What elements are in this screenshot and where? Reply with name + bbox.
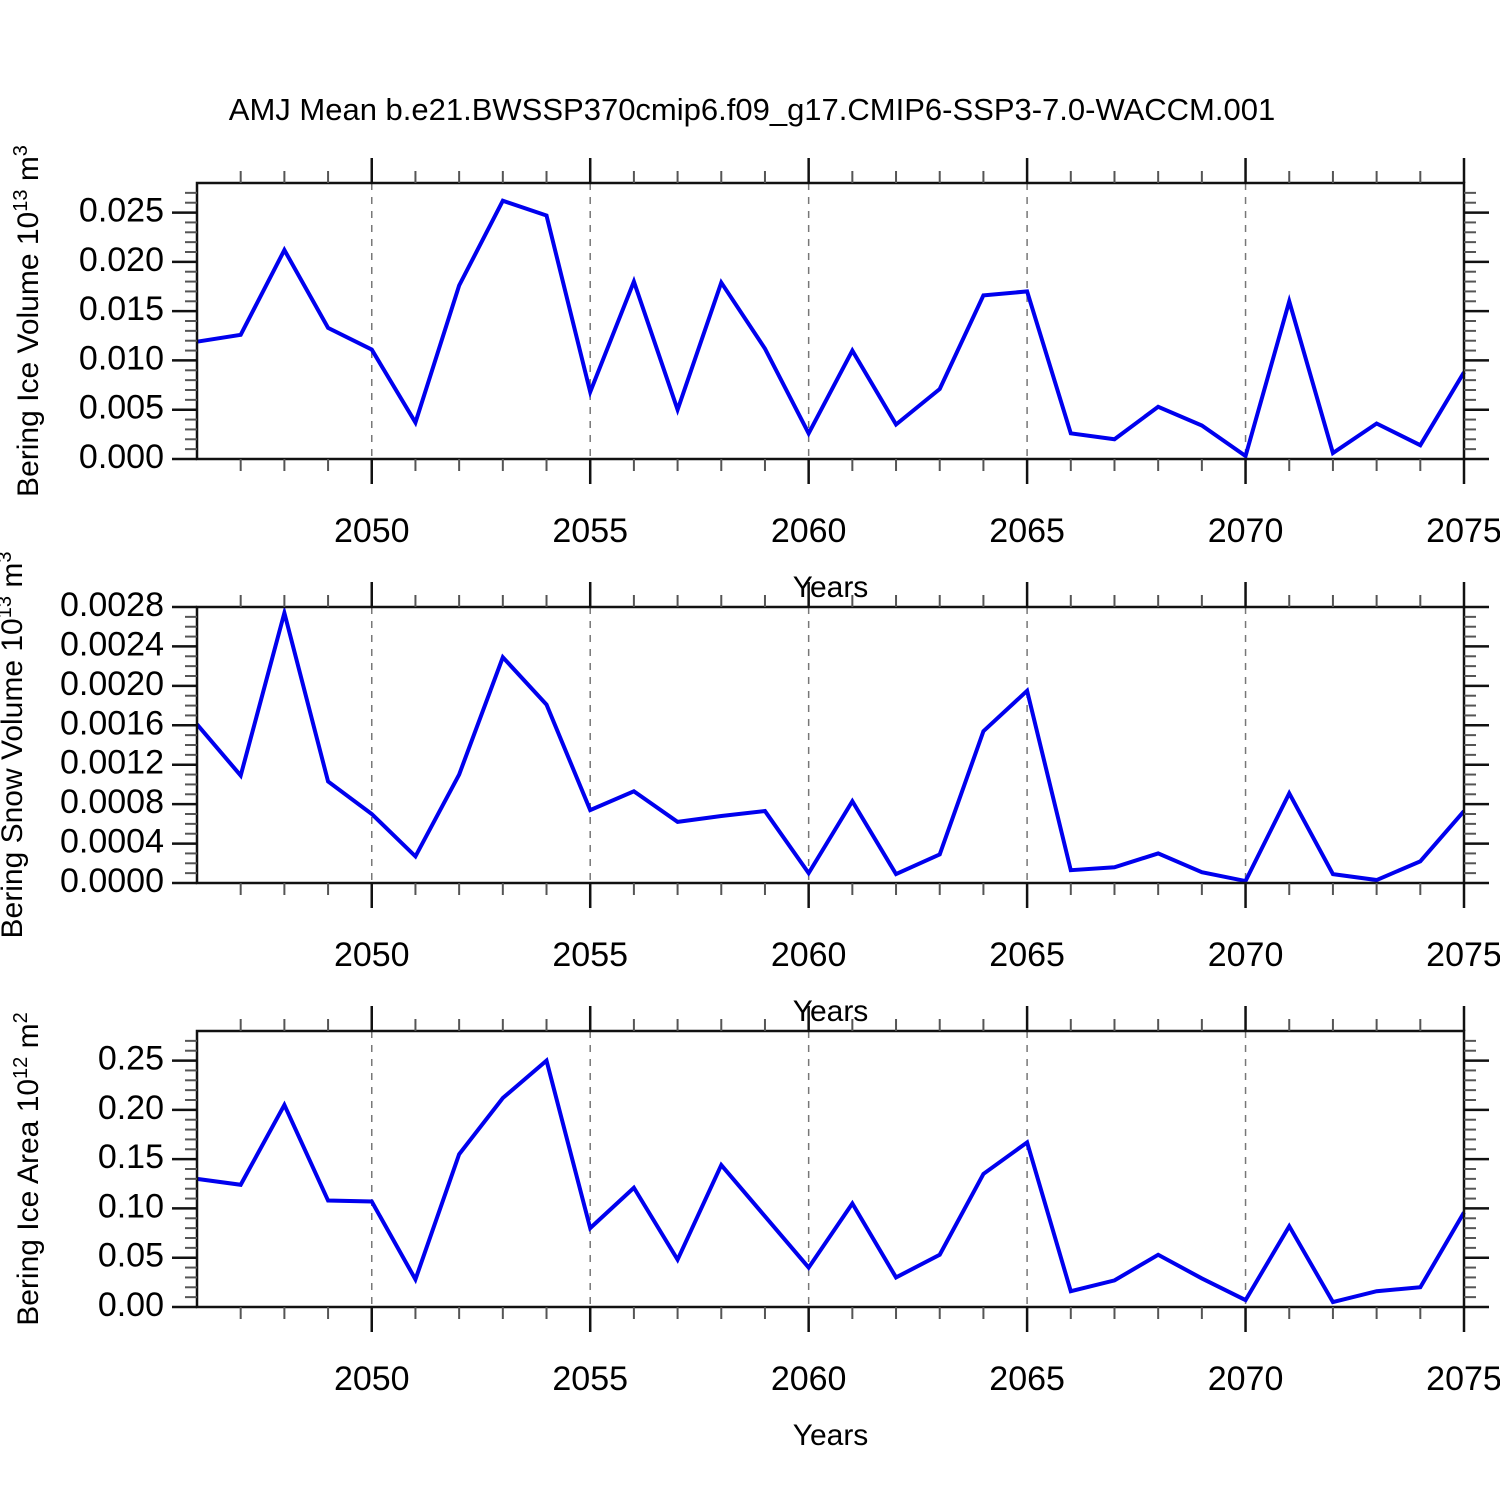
y-tick-label: 0.20 [98,1089,164,1127]
x-tick-label: 2075 [1426,936,1500,974]
y-axis-title: Bering Ice Area 1012 m2 [10,1012,45,1326]
x-tick-label: 2055 [552,936,628,974]
y-tick-label: 0.000 [79,438,164,476]
y-tick-label: 0.020 [79,241,164,279]
y-tick-label: 0.025 [79,192,164,230]
data-line [196,198,1466,460]
ice-volume-chart: 2050 2055 2060 2065 2070 2075 0.000 0.005 0.010 0… [10,145,1500,604]
y-tick-label: 0.0024 [60,625,164,663]
x-tick-label: 2060 [771,512,847,550]
y-tick-label: 0.05 [98,1237,164,1275]
snow-volume-chart: 2050 2055 2060 2065 2070 20750.00000.00040.00… [0,552,1500,1028]
x-tick-label: 2055 [552,512,628,550]
y-axis-title: Bering Ice Volume 1013 m3 [10,145,45,497]
y-tick-label: 0.15 [98,1138,164,1176]
x-tick-label: 2055 [552,1360,628,1398]
plot-frame [195,1029,1466,1309]
y-axis-title: Bering Snow Volume 1013 m3 [0,552,29,939]
x-tick-label: 2050 [334,936,410,974]
x-tick-label: 2065 [989,512,1065,550]
x-tick-label: 2065 [989,1360,1065,1398]
data-line [196,1056,1466,1305]
x-tick-label: 2050 [334,512,410,550]
x-tick-label: 2070 [1208,936,1284,974]
y-tick-label: 0.25 [98,1040,164,1078]
x-tick-label: 2075 [1426,512,1500,550]
x-axis-title: Years [793,995,869,1028]
y-tick-label: 0.010 [79,339,164,377]
x-tick-label: 2060 [771,936,847,974]
ice-area-chart: 2050 2055 2060 2065 2070 2075 0.00 0.05 0.10 0.15… [10,1006,1500,1452]
x-tick-label: 2050 [334,1360,410,1398]
x-axis-title: Years [793,1419,869,1452]
y-tick-label: 0.015 [79,290,164,328]
x-tick-label: 2060 [771,1360,847,1398]
y-tick-label: 0.0016 [60,704,164,742]
plot-frame [195,181,1466,461]
data-line [195,605,1466,884]
y-tick-label: 0.00 [98,1286,164,1324]
x-axis-title: Years [793,571,869,604]
x-tick-label: 2065 [989,936,1065,974]
y-tick-label: 0.0008 [60,783,164,821]
y-tick-label: 0.0012 [60,744,164,782]
y-tick-label: 0.005 [79,389,164,427]
x-tick-label: 2075 [1426,1360,1500,1398]
y-tick-label: 0.10 [98,1187,164,1225]
figure-title: AMJ Mean b.e21.BWSSP370cmip6.f09_g17.CMI… [229,92,1275,127]
y-tick-label: 0.0004 [60,823,164,861]
x-tick-label: 2070 [1208,1360,1284,1398]
x-tick-label: 2070 [1208,512,1284,550]
y-tick-label: 0.0028 [60,586,164,624]
plot-frame [195,605,1466,885]
y-tick-label: 0.0000 [60,862,164,900]
y-tick-label: 0.0020 [60,665,164,703]
